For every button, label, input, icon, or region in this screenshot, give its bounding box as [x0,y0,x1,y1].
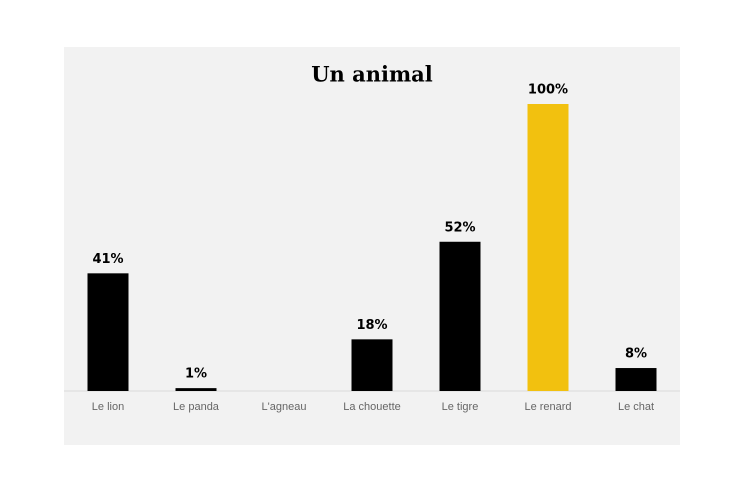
x-tick-label: Le lion [92,401,124,413]
chart-title: Un animal [311,62,433,87]
value-label: 18% [356,318,387,333]
x-tick-label: L'agneau [262,401,307,413]
value-label: 1% [185,367,207,382]
value-label: 52% [444,220,475,235]
bar [87,273,129,391]
x-tick-label: Le panda [173,401,220,413]
bar [351,339,393,391]
bar [175,388,217,391]
x-tick-label: Le renard [524,401,571,413]
value-label: 41% [92,252,123,267]
bar [439,241,481,391]
x-tick-label: Le chat [618,401,654,413]
x-tick-label: La chouette [343,401,401,413]
value-label: 100% [528,83,568,98]
bar [615,368,657,391]
x-tick-label: Le tigre [442,401,479,413]
value-label: 8% [625,347,647,362]
bar [527,104,569,391]
